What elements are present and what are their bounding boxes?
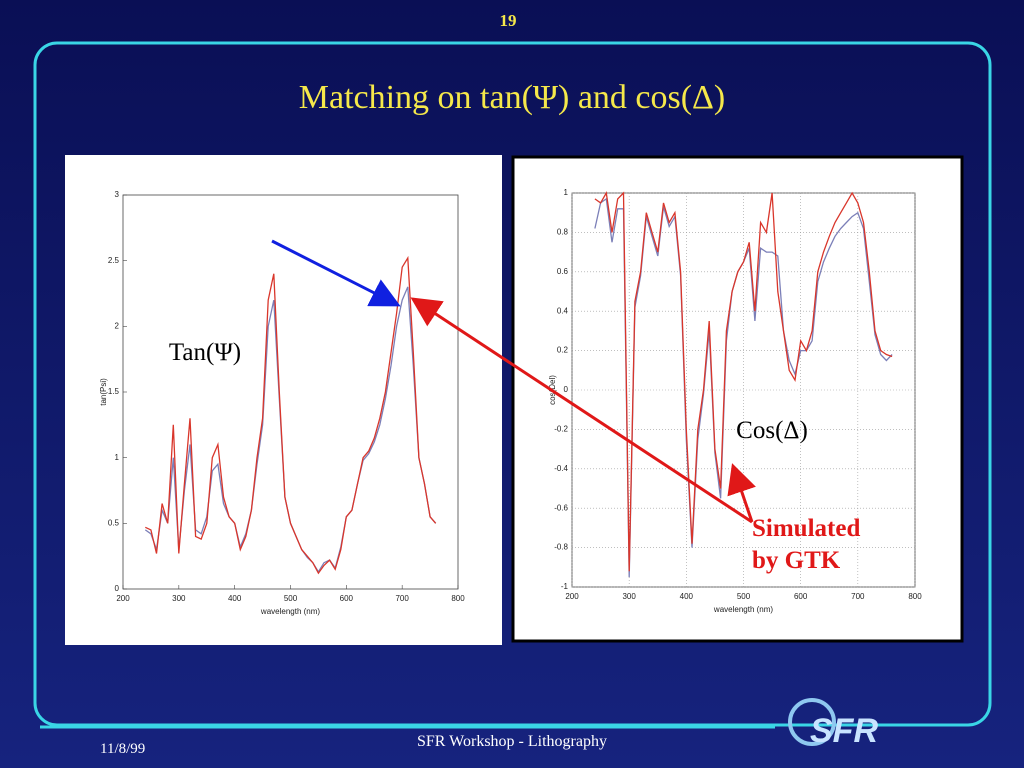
x-tick-label: 300 [622,592,636,601]
arrow [271,239,401,307]
y-tick-label: 0 [564,385,569,394]
annotation: Tan(Ψ) [169,339,241,366]
y-tick-label: -1 [561,582,569,591]
callout: Simulated [752,515,860,542]
line-series [145,255,437,575]
x-tick-label: 700 [395,594,409,603]
x-axis-label: wavelength (nm) [713,605,773,614]
footer: SFR Workshop - Lithography [417,733,607,750]
x-tick-label: 800 [908,592,922,601]
y-tick-label: 0.4 [557,306,569,315]
y-tick-label: 0 [115,584,120,593]
x-tick-label: 400 [680,592,694,601]
x-tick-label: 700 [851,592,865,601]
y-tick-label: 1 [564,188,569,197]
x-tick-label: 400 [228,594,242,603]
y-tick-label: 2 [115,321,120,330]
y-tick-label: 0.5 [108,518,120,527]
x-tick-label: 500 [737,592,751,601]
y-tick-label: -0.4 [554,464,568,473]
y-tick-label: -0.2 [554,425,568,434]
y-tick-label: 1.5 [108,387,120,396]
y-tick-label: 0.2 [557,346,569,355]
logo-text: SFR [810,712,878,750]
y-tick-label: 3 [115,190,120,199]
arrow [410,297,753,524]
logo: SFR [788,698,878,750]
y-tick-label: -0.6 [554,503,568,512]
x-tick-label: 600 [340,594,354,603]
x-tick-label: 300 [172,594,186,603]
chart-panel [511,155,964,643]
x-tick-label: 500 [284,594,298,603]
y-axis-label: tan(Psi) [99,378,108,406]
slide-title: Matching on tan(Ψ) and cos(Δ) [299,79,726,116]
y-tick-label: 2.5 [108,256,120,265]
x-tick-label: 200 [116,594,130,603]
page-number: 19 [500,11,517,30]
x-tick-label: 200 [565,592,579,601]
y-tick-label: 1 [115,453,120,462]
y-tick-label: 0.6 [557,267,569,276]
callout: by GTK [752,547,841,574]
line-series [594,191,893,572]
annotation: Cos(Δ) [736,417,808,444]
chart-panel [65,155,502,645]
arrow [727,463,756,523]
y-tick-label: 0.8 [557,228,569,237]
date: 11/8/99 [100,741,145,757]
frame [33,41,992,727]
x-axis-label: wavelength (nm) [260,607,320,616]
y-tick-label: -0.8 [554,543,568,552]
x-tick-label: 600 [794,592,808,601]
x-tick-label: 800 [451,594,465,603]
